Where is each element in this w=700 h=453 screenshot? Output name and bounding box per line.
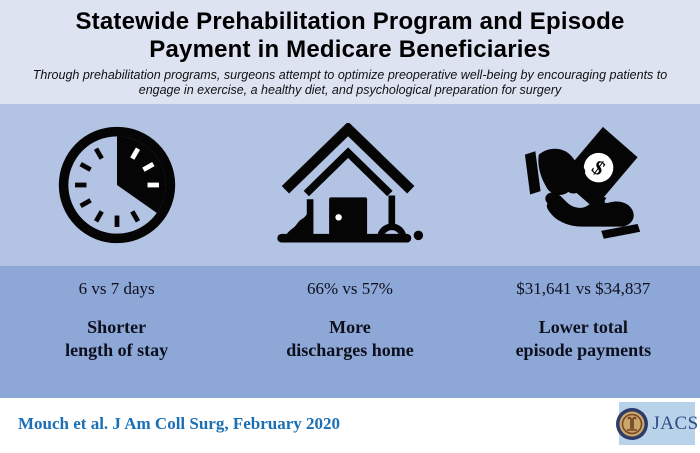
stat-discharges-home: 66% vs 57% More discharges home — [233, 279, 466, 398]
house-icon — [274, 123, 426, 247]
citation: Mouch et al. J Am Coll Surg, February 20… — [18, 413, 341, 433]
title-line-1: Statewide Prehabilitation Program and Ep… — [75, 8, 625, 35]
page-title: Statewide Prehabilitation Program and Ep… — [0, 8, 700, 64]
stat-episode-payments: $31,641 vs $34,837 Lower total episode p… — [467, 279, 700, 398]
subtitle-line-1: Through prehabilitation programs, surgeo… — [32, 68, 668, 82]
stat-label-line-2: discharges home — [286, 340, 414, 360]
header: Statewide Prehabilitation Program and Ep… — [0, 0, 700, 104]
stat-value: 66% vs 57% — [307, 279, 393, 298]
subtitle-line-2: engage in exercise, a healthy diet, and … — [138, 83, 562, 97]
jacs-logo-text: JACS — [652, 412, 699, 434]
stat-label-line-1: Lower total — [538, 317, 628, 337]
stat-label-line-1: More — [329, 317, 371, 337]
payment-column-icon: $ — [467, 120, 700, 250]
subtitle: Through prehabilitation programs, surgeo… — [0, 68, 700, 98]
money-hand-icon: $ — [518, 120, 648, 250]
stat-label-line-2: length of stay — [65, 340, 169, 360]
jacs-logo: JACS — [616, 402, 699, 445]
stats-band: 6 vs 7 days Shorter length of stay 66% v… — [0, 266, 700, 398]
stat-label-line-1: Shorter — [87, 317, 147, 337]
jacs-seal-icon — [615, 407, 649, 441]
icons-band: $ — [0, 104, 700, 266]
stat-value: $31,641 vs $34,837 — [516, 279, 651, 298]
stat-label: Lower total episode payments — [467, 316, 700, 362]
stat-value: 6 vs 7 days — [78, 279, 155, 298]
stat-label: Shorter length of stay — [0, 316, 233, 362]
discharge-home-column-icon — [233, 123, 466, 247]
stat-length-of-stay: 6 vs 7 days Shorter length of stay — [0, 279, 233, 398]
footer: Mouch et al. J Am Coll Surg, February 20… — [0, 398, 700, 453]
title-line-2: Payment in Medicare Beneficiaries — [149, 36, 551, 63]
length-of-stay-column-icon — [0, 123, 233, 247]
stat-label: More discharges home — [233, 316, 466, 362]
clock-icon — [55, 123, 179, 247]
stat-label-line-2: episode payments — [515, 340, 652, 360]
